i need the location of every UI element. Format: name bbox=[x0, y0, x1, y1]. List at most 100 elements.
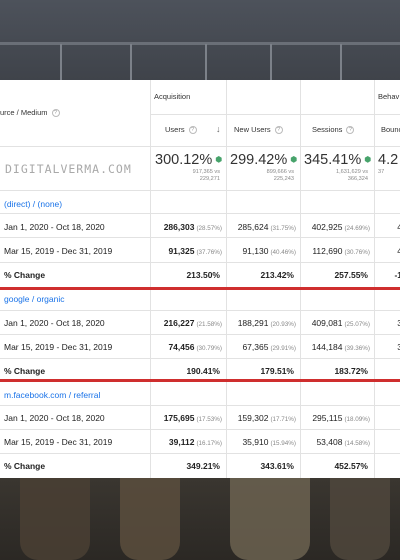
hanger bbox=[60, 44, 62, 80]
row-divider bbox=[0, 429, 400, 430]
users-total-detail: 917,365 vs 229,271 bbox=[170, 169, 220, 183]
new-users-total-detail: 899,666 vs 225,243 bbox=[244, 169, 294, 183]
hanger bbox=[340, 44, 342, 80]
new-users-cell: 91,130 (40.46%) bbox=[226, 246, 296, 256]
users-value: 216,227 bbox=[163, 318, 195, 328]
row-percent-change: % Change bbox=[4, 461, 46, 471]
up-arrow-icon: ⬢ bbox=[215, 155, 223, 164]
sessions-percent: (30.76%) bbox=[344, 249, 370, 256]
source-medium-header[interactable]: urce / Medium? bbox=[0, 108, 60, 118]
new-users-change-cell: 213.42% bbox=[260, 270, 294, 280]
new-users-column-header[interactable]: New Users? bbox=[234, 125, 283, 135]
new-users-change-cell: 343.61% bbox=[260, 461, 294, 471]
users-percent: (30.79%) bbox=[196, 345, 222, 352]
users-value: 74,456 bbox=[168, 342, 195, 352]
users-total-detail-2: 229,271 bbox=[199, 176, 220, 182]
new-users-total-change: 299.42% ⬢ bbox=[230, 152, 297, 168]
row-divider bbox=[0, 237, 400, 238]
column-divider bbox=[150, 80, 151, 478]
users-percent: (17.53%) bbox=[196, 416, 222, 423]
help-icon[interactable]: ? bbox=[274, 126, 283, 135]
new-users-change-cell: 179.51% bbox=[260, 366, 294, 376]
sessions-total-change: 345.41% ⬢ bbox=[304, 152, 371, 168]
new-users-cell: 159,302 (17.71%) bbox=[226, 413, 296, 423]
row-date-range-previous: Mar 15, 2019 - Dec 31, 2019 bbox=[4, 342, 113, 352]
row-divider bbox=[0, 190, 400, 191]
new-users-value: 188,291 bbox=[237, 318, 269, 328]
users-percent: (16.17%) bbox=[196, 440, 222, 447]
help-icon[interactable]: ? bbox=[346, 126, 355, 135]
highlight-line bbox=[0, 379, 400, 382]
sessions-cell: 295,115 (18.09%) bbox=[300, 413, 370, 423]
sessions-total-detail-1: 1,631,629 vs bbox=[335, 169, 368, 175]
help-icon[interactable]: ? bbox=[51, 109, 60, 118]
new-users-cell: 35,910 (15.94%) bbox=[226, 437, 296, 447]
sessions-percent: (25.07%) bbox=[344, 321, 370, 328]
sessions-total-detail: 1,631,629 vs 366,324 bbox=[318, 169, 368, 183]
sessions-percent: (24.69%) bbox=[344, 225, 370, 232]
watermark: DIGITALVERMA.COM bbox=[5, 162, 132, 176]
users-column-header[interactable]: Users? bbox=[165, 125, 197, 135]
sessions-cell: 112,690 (30.76%) bbox=[300, 246, 370, 256]
garment bbox=[330, 478, 390, 560]
new-users-percent: (17.71%) bbox=[270, 416, 296, 423]
row-divider bbox=[0, 262, 400, 263]
bounce-cell: 4 bbox=[397, 222, 400, 232]
row-divider bbox=[0, 146, 400, 147]
bounce-cell: 3 bbox=[397, 318, 400, 328]
up-arrow-icon: ⬢ bbox=[364, 155, 372, 164]
new-users-cell: 285,624 (31.75%) bbox=[226, 222, 296, 232]
sessions-header-label: Sessions bbox=[312, 125, 343, 134]
sort-descending-icon[interactable]: ↓ bbox=[216, 124, 221, 134]
row-date-range-current: Jan 1, 2020 - Oct 18, 2020 bbox=[4, 413, 105, 423]
users-value: 91,325 bbox=[168, 246, 195, 256]
users-change-cell: 349.21% bbox=[186, 461, 220, 471]
garment bbox=[20, 478, 90, 560]
new-users-percent: (31.75%) bbox=[270, 225, 296, 232]
bounce-total-detail: 37 bbox=[378, 169, 385, 175]
analytics-report-table: Acquisition Behav urce / Medium? Users? … bbox=[0, 80, 400, 478]
source-link-direct[interactable]: (direct) / (none) bbox=[4, 199, 63, 209]
users-percent: (21.58%) bbox=[196, 321, 222, 328]
bounce-change-cell: -1 bbox=[394, 270, 400, 280]
sessions-change-cell: 183.72% bbox=[334, 366, 368, 376]
column-divider bbox=[226, 80, 227, 478]
bounce-column-header[interactable]: Bounc bbox=[381, 125, 400, 134]
background-clothing-rack bbox=[0, 0, 400, 80]
column-divider bbox=[300, 80, 301, 478]
header-divider bbox=[150, 114, 400, 115]
behavior-group-header: Behav bbox=[378, 92, 400, 101]
sessions-percent: (14.58%) bbox=[344, 440, 370, 447]
source-link-google-organic[interactable]: google / organic bbox=[4, 294, 65, 304]
new-users-total-detail-1: 899,666 vs bbox=[266, 169, 294, 175]
users-cell: 74,456 (30.79%) bbox=[150, 342, 222, 352]
users-cell: 175,695 (17.53%) bbox=[150, 413, 222, 423]
source-link-facebook-referral[interactable]: m.facebook.com / referral bbox=[4, 390, 101, 400]
new-users-total-detail-2: 225,243 bbox=[273, 176, 294, 182]
new-users-percent: (15.94%) bbox=[270, 440, 296, 447]
acquisition-group-header: Acquisition bbox=[154, 92, 191, 101]
row-percent-change: % Change bbox=[4, 270, 46, 280]
sessions-cell: 409,081 (25.07%) bbox=[300, 318, 370, 328]
sessions-total-detail-2: 366,324 bbox=[347, 176, 368, 182]
new-users-value: 159,302 bbox=[237, 413, 269, 423]
new-users-value: 285,624 bbox=[237, 222, 269, 232]
bounce-cell: 3 bbox=[397, 342, 400, 352]
row-percent-change: % Change bbox=[4, 366, 46, 376]
sessions-change-cell: 452.57% bbox=[334, 461, 368, 471]
new-users-cell: 67,365 (29.91%) bbox=[226, 342, 296, 352]
users-value: 175,695 bbox=[163, 413, 195, 423]
new-users-percent: (40.46%) bbox=[270, 249, 296, 256]
row-divider bbox=[0, 453, 400, 454]
new-users-value: 67,365 bbox=[242, 342, 269, 352]
row-divider bbox=[0, 405, 400, 406]
row-date-range-current: Jan 1, 2020 - Oct 18, 2020 bbox=[4, 318, 105, 328]
hanger bbox=[205, 44, 207, 80]
new-users-percent: (29.91%) bbox=[270, 345, 296, 352]
help-icon[interactable]: ? bbox=[188, 126, 197, 135]
sessions-value: 112,690 bbox=[312, 246, 343, 256]
up-arrow-icon: ⬢ bbox=[290, 155, 298, 164]
new-users-percent: (20.93%) bbox=[270, 321, 296, 328]
row-date-range-previous: Mar 15, 2019 - Dec 31, 2019 bbox=[4, 246, 113, 256]
sessions-column-header[interactable]: Sessions? bbox=[312, 125, 355, 135]
